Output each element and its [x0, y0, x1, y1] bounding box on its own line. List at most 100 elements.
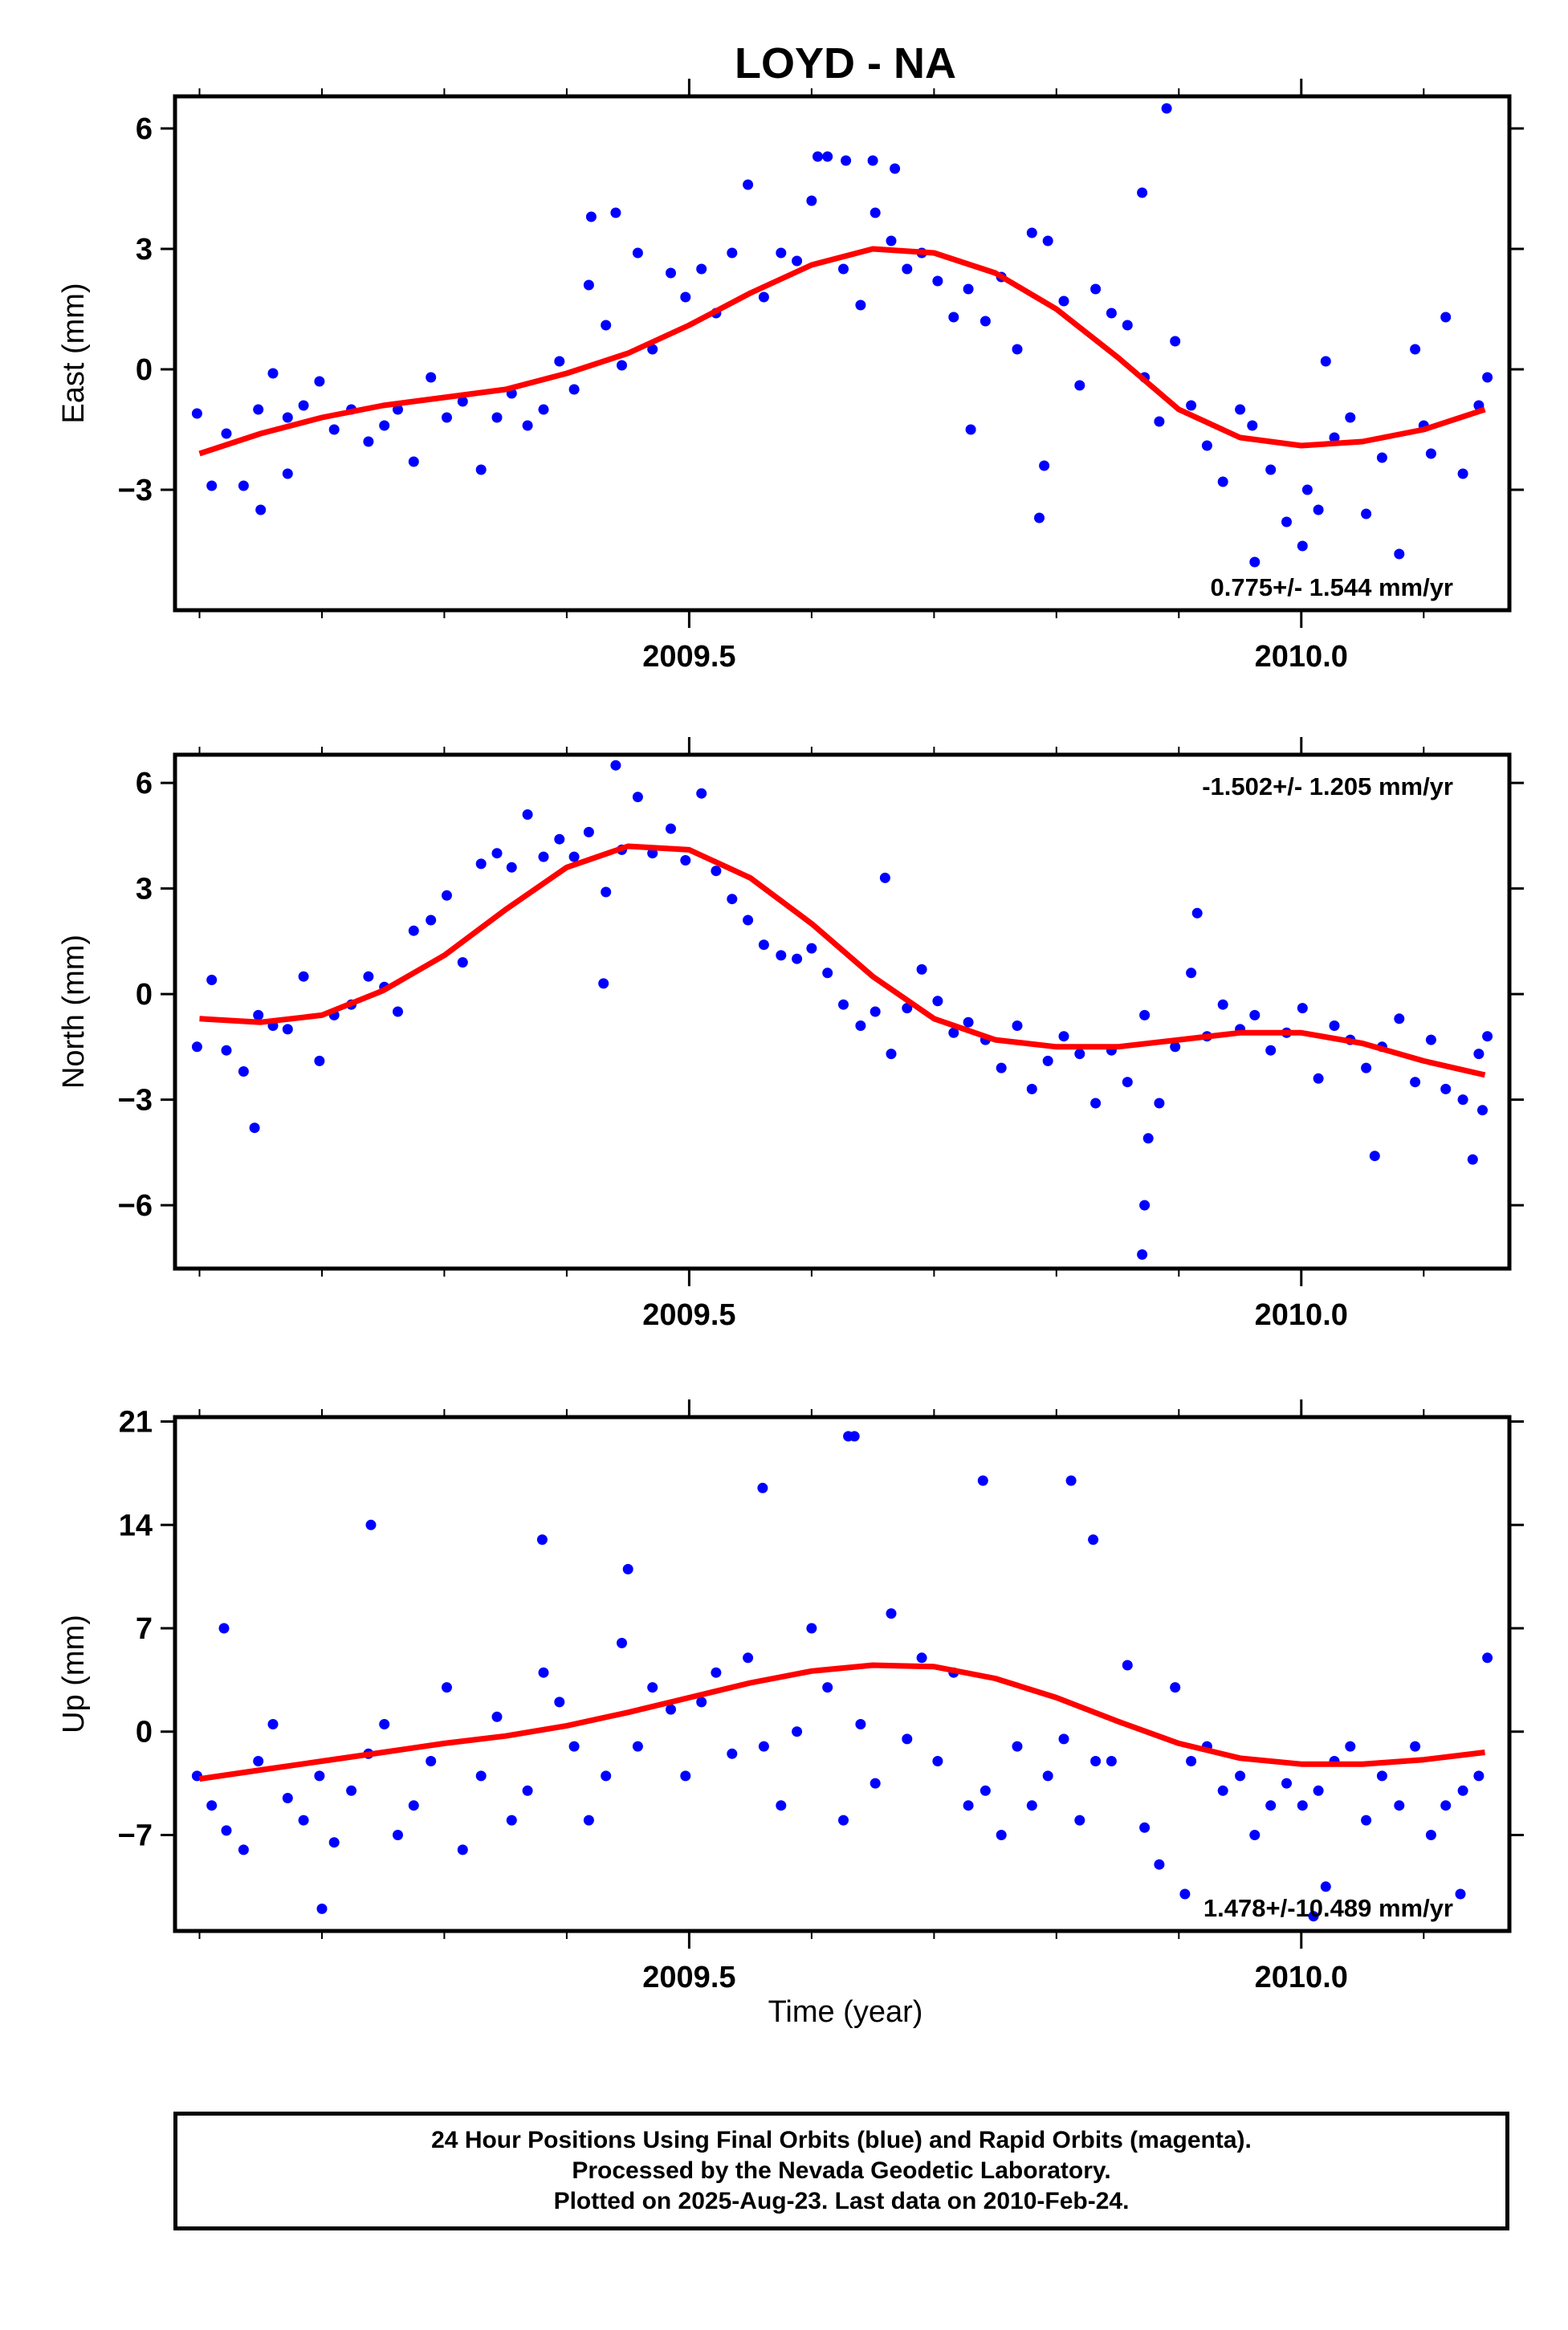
east-data-point [191, 408, 202, 419]
east-data-point [792, 255, 803, 267]
north-data-point [457, 957, 468, 968]
north-fit-curve [199, 843, 1486, 1078]
north-data-point [538, 851, 549, 862]
east-data-point [1320, 356, 1331, 367]
up-data-point [346, 1785, 357, 1796]
east-data-point [870, 207, 881, 218]
east-data-point [585, 211, 597, 222]
east-data-point [979, 316, 991, 327]
north-data-point [1139, 1009, 1151, 1020]
north-data-point [191, 1041, 202, 1053]
up-data-point [583, 1815, 594, 1826]
up-data-point [1361, 1815, 1372, 1826]
up-data-point [522, 1785, 533, 1796]
north-data-point [408, 925, 419, 936]
east-data-point [822, 151, 833, 162]
north-data-point [916, 963, 927, 975]
north-data-point [1090, 1098, 1102, 1109]
up-y-axis-label: Up (mm) [57, 1615, 91, 1733]
north-data-point [610, 760, 621, 771]
up-data-point [314, 1770, 325, 1782]
north-data-point [1361, 1062, 1372, 1073]
east-data-point [727, 247, 738, 259]
east-data-point [267, 368, 279, 379]
up-data-point [379, 1719, 390, 1729]
east-data-point [1265, 464, 1277, 475]
east-data-point [632, 247, 643, 259]
north-data-point [475, 858, 487, 870]
up-data-point [1058, 1733, 1069, 1745]
up-data-point [475, 1770, 487, 1782]
up-data-point [1281, 1778, 1292, 1789]
north-data-point [902, 1003, 913, 1014]
north-data-point [1467, 1154, 1478, 1165]
east-data-point [568, 384, 580, 395]
east-data-point [1106, 308, 1117, 319]
up-data-point [568, 1741, 580, 1752]
east-xtick-label: 2009.5 [642, 640, 735, 674]
north-data-point [711, 866, 722, 877]
north-data-point [1477, 1105, 1488, 1116]
north-data-point [838, 999, 849, 1010]
east-data-point [617, 360, 627, 371]
up-data-point [1026, 1800, 1037, 1811]
x-axis-label: Time (year) [768, 1995, 923, 2029]
east-data-point [1329, 432, 1340, 443]
east-data-point [601, 320, 612, 331]
up-data-point [776, 1800, 787, 1811]
up-data-point [666, 1704, 676, 1715]
east-data-point [1217, 476, 1228, 487]
east-data-point [253, 404, 264, 415]
east-data-point [1297, 540, 1308, 552]
up-data-point [1042, 1770, 1053, 1782]
east-data-point [948, 312, 959, 323]
up-ytick-label: 14 [119, 1509, 153, 1542]
up-data-point [538, 1667, 549, 1678]
north-data-point [1139, 1200, 1151, 1211]
up-data-point [711, 1667, 722, 1678]
up-data-point [822, 1682, 833, 1693]
north-data-point [879, 872, 890, 883]
east-data-point [426, 372, 437, 383]
up-data-point [1170, 1682, 1181, 1693]
north-ytick-label: 6 [136, 767, 153, 800]
north-data-point [1369, 1151, 1380, 1162]
north-data-point [1186, 967, 1197, 979]
north-data-point [806, 943, 817, 954]
east-panel: 2009.5 2010.0 −3 0 3 6 East (mm) 0.775+/- 1.544… [57, 79, 1524, 674]
up-data-point [1012, 1741, 1023, 1752]
east-rate-label: 0.775+/- 1.544 mm/yr [1211, 573, 1453, 601]
up-data-point [328, 1837, 340, 1848]
up-data-point [1265, 1800, 1277, 1811]
east-data-point [1361, 508, 1372, 519]
north-data-point [1012, 1020, 1023, 1031]
north-data-point [426, 914, 437, 926]
east-data-point [666, 267, 676, 279]
up-xtick-label: 2010.0 [1255, 1961, 1348, 1994]
east-data-point [1026, 227, 1037, 238]
up-data-point [1410, 1741, 1421, 1752]
up-data-point [849, 1431, 860, 1442]
up-data-point [996, 1830, 1007, 1840]
north-data-point [1026, 1083, 1037, 1094]
east-data-point [776, 247, 787, 259]
up-data-point [365, 1519, 377, 1530]
up-data-point [977, 1475, 988, 1486]
up-data-point [253, 1756, 264, 1766]
up-data-point [1320, 1881, 1331, 1892]
east-data-point [1090, 283, 1102, 295]
up-data-point [1308, 1911, 1319, 1922]
up-data-point [806, 1623, 817, 1634]
east-data-point [838, 263, 849, 275]
up-data-point [1394, 1800, 1405, 1811]
north-data-point [870, 1006, 881, 1017]
east-ytick-label: −3 [118, 474, 153, 507]
up-data-point [1217, 1785, 1228, 1796]
north-data-point [666, 823, 676, 834]
up-panel: 2009.5 2010.0 −7 0 7 14 21 Up (mm) 1.478+/-10.48… [57, 1399, 1524, 1994]
north-data-point [632, 792, 643, 803]
east-xtick-label: 2010.0 [1255, 640, 1348, 674]
up-data-point [696, 1697, 707, 1708]
north-panel: 2009.5 2010.0 −6 −3 0 3 6 North (mm) -1.502+/- 1… [57, 737, 1524, 1332]
north-data-point [1249, 1009, 1261, 1020]
